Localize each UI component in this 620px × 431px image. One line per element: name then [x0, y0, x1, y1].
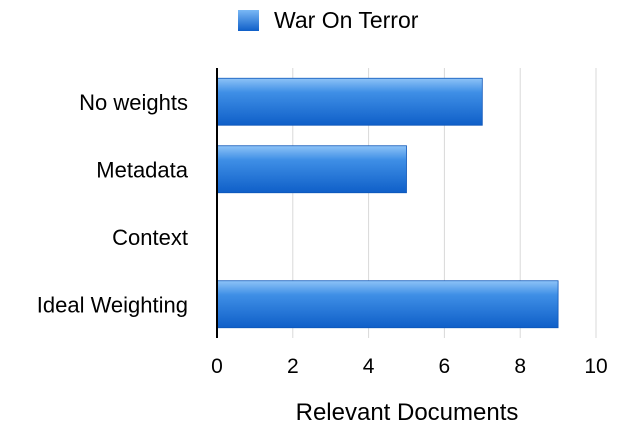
- x-tick-label: 0: [211, 355, 223, 378]
- bar-no-weights: [216, 77, 483, 126]
- legend-label: War On Terror: [274, 7, 419, 33]
- x-tick-label: 4: [363, 355, 375, 378]
- category-labels: No weights Metadata Context Ideal Weighting: [37, 90, 189, 318]
- x-axis-title: Relevant Documents: [296, 399, 519, 426]
- x-tick-label: 8: [514, 355, 526, 378]
- x-tick-labels: 0 2 4 6 8 10: [211, 355, 608, 378]
- bar-metadata: [216, 145, 407, 194]
- category-label: Ideal Weighting: [37, 292, 188, 317]
- category-label: Context: [112, 225, 188, 250]
- category-label: No weights: [79, 90, 188, 115]
- legend-swatch: [238, 10, 259, 31]
- x-tick-label: 10: [584, 355, 607, 378]
- x-tick-label: 2: [287, 355, 299, 378]
- bar-ideal-weighting: [216, 280, 559, 329]
- bars: [216, 77, 559, 329]
- x-tick-label: 6: [439, 355, 451, 378]
- category-label: Metadata: [96, 157, 188, 182]
- legend: War On Terror: [238, 7, 419, 33]
